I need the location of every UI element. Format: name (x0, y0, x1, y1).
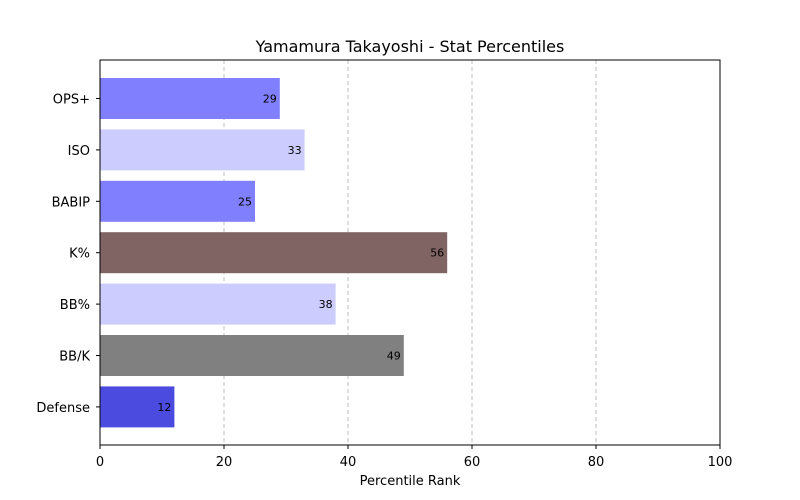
bar-ISO (100, 129, 305, 171)
data-label: 38 (319, 298, 333, 311)
x-tick-label: 100 (708, 455, 733, 470)
x-axis-ticks: 0 20 40 60 80 100 (96, 445, 733, 470)
bar-BB% (100, 283, 336, 325)
data-label: 25 (238, 195, 252, 208)
bar-Defense (100, 386, 175, 428)
y-tick-label: BB/K (59, 350, 90, 365)
x-tick-label: 20 (216, 455, 233, 470)
data-label: 33 (288, 144, 302, 157)
data-label: 49 (387, 350, 401, 363)
data-label: 12 (157, 401, 171, 414)
x-tick-label: 40 (340, 455, 357, 470)
bar-BABIP (100, 180, 255, 222)
x-tick-label: 80 (588, 455, 605, 470)
y-tick-label: ISO (68, 144, 90, 159)
y-tick-label: K% (69, 247, 90, 262)
x-tick-label: 60 (464, 455, 481, 470)
x-axis-label: Percentile Rank (360, 474, 461, 489)
y-tick-label: Defense (36, 401, 90, 416)
y-tick-label: OPS+ (53, 93, 90, 108)
y-tick-label: BB% (60, 298, 90, 313)
y-axis-ticks: OPS+ ISO BABIP K% BB% BB/K Defense (36, 93, 100, 416)
bar-BB/K (100, 335, 404, 376)
data-label: 29 (263, 93, 277, 106)
data-label: 56 (430, 247, 444, 260)
bars: 29 33 25 56 38 49 12 (100, 78, 448, 428)
x-tick-label: 0 (96, 455, 104, 470)
chart-title: Yamamura Takayoshi - Stat Percentiles (255, 37, 565, 56)
bar-OPS+ (100, 78, 280, 119)
y-tick-label: BABIP (52, 195, 91, 210)
bar-K% (100, 232, 448, 274)
